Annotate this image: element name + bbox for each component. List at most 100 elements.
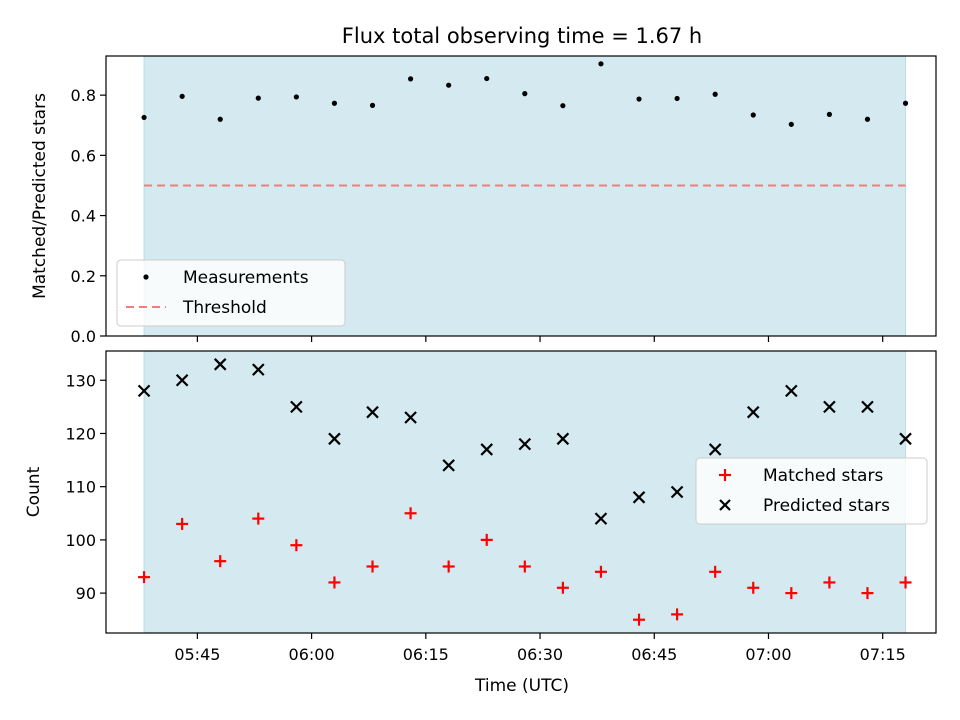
matched-star-point bbox=[290, 539, 303, 552]
bottom-axes-frame bbox=[105, 350, 937, 634]
top-y-tick-label: 0.0 bbox=[71, 327, 96, 346]
x-tick-label: 06:45 bbox=[631, 645, 677, 664]
matched-star-point bbox=[518, 560, 531, 573]
predicted-star-point bbox=[252, 363, 265, 376]
predicted-star-point bbox=[785, 384, 798, 398]
top-y-ticks: 0.0 0.2 0.4 0.6 0.8 bbox=[71, 86, 106, 346]
measurement-point bbox=[407, 76, 414, 82]
predicted-star-point bbox=[442, 459, 455, 472]
x-tick-label: 06:30 bbox=[517, 645, 563, 664]
top-panel: 0.00.20.40.60.8 Matched/Predicted stars … bbox=[30, 55, 937, 346]
measurement-point bbox=[293, 94, 299, 100]
measurement-point bbox=[826, 111, 832, 118]
legend-threshold-label: Threshold bbox=[182, 298, 267, 318]
measurement-point bbox=[331, 100, 338, 106]
matched-star-point bbox=[176, 517, 189, 530]
top-x-ticks bbox=[196, 336, 884, 342]
measurement-point bbox=[369, 102, 376, 108]
legend-matched-label: Matched stars bbox=[763, 466, 883, 486]
bottom-y-axis-label: Count bbox=[24, 466, 44, 517]
measurement-point bbox=[750, 112, 756, 118]
top-y-tick-label: 0.6 bbox=[71, 146, 96, 165]
top-y-tick-label: 0.4 bbox=[71, 207, 96, 226]
predicted-star-point bbox=[594, 512, 608, 525]
predicted-star-point bbox=[290, 400, 303, 414]
x-axis-label: Time (UTC) bbox=[474, 676, 569, 696]
measurement-point bbox=[788, 121, 794, 127]
bottom-panel: 90 100 110 120 130 05:45 06:00 06:15 06:30 06:45… bbox=[24, 350, 937, 696]
measurement-point bbox=[179, 93, 185, 99]
top-y-tick-label: 0.8 bbox=[71, 86, 96, 105]
predicted-star-point bbox=[746, 405, 760, 419]
measurement-point bbox=[446, 82, 452, 88]
bottom-y-tick-label: 110 bbox=[65, 478, 96, 497]
measurement-point bbox=[141, 114, 147, 121]
measurement-point bbox=[674, 95, 680, 102]
predicted-star-point bbox=[632, 491, 646, 504]
bottom-y-tick-label: 120 bbox=[65, 424, 96, 443]
matched-star-point bbox=[823, 576, 836, 589]
matched-star-point bbox=[671, 608, 684, 621]
legend-measurements-label: Measurements bbox=[183, 268, 309, 288]
matched-star-point bbox=[252, 512, 265, 525]
predicted-star-point bbox=[366, 405, 379, 419]
measurement-point bbox=[902, 100, 909, 106]
bottom-y-ticks: 90 100 110 120 130 bbox=[65, 371, 106, 603]
predicted-star-point bbox=[861, 400, 874, 414]
matched-star-point bbox=[556, 581, 569, 594]
legend-predicted-label: Predicted stars bbox=[763, 496, 890, 516]
measurement-point bbox=[712, 91, 718, 97]
predicted-star-point bbox=[175, 373, 189, 387]
measurement-point bbox=[522, 91, 528, 97]
predicted-star-point bbox=[556, 432, 570, 446]
matched-star-point bbox=[366, 560, 379, 573]
bottom-y-tick-label: 100 bbox=[65, 531, 96, 550]
predicted-stars-points bbox=[137, 358, 912, 525]
matched-star-point bbox=[785, 587, 798, 600]
x-tick-label: 06:00 bbox=[289, 645, 335, 664]
matched-star-point bbox=[442, 560, 455, 573]
predicted-star-point bbox=[823, 400, 836, 414]
matched-star-point bbox=[404, 507, 417, 520]
predicted-star-point bbox=[213, 358, 227, 371]
measurement-point bbox=[598, 61, 604, 67]
predicted-star-point bbox=[137, 384, 151, 398]
legend-predicted-marker bbox=[719, 499, 731, 511]
bottom-y-tick-label: 90 bbox=[76, 584, 96, 603]
measurement-point bbox=[255, 95, 261, 101]
measurement-point bbox=[217, 116, 223, 122]
matched-star-point bbox=[861, 587, 874, 600]
matched-stars-points bbox=[138, 507, 912, 626]
top-y-axis-label: Matched/Predicted stars bbox=[30, 93, 50, 299]
matched-star-point bbox=[633, 613, 646, 626]
measurement-point bbox=[864, 116, 871, 122]
x-tick-label: 05:45 bbox=[174, 645, 220, 664]
top-axes-frame bbox=[105, 55, 937, 337]
predicted-star-point bbox=[899, 432, 912, 446]
predicted-star-point bbox=[670, 485, 684, 499]
matched-star-point bbox=[899, 576, 912, 589]
matched-star-point bbox=[709, 565, 722, 578]
measurement-point bbox=[484, 75, 490, 82]
matched-star-point bbox=[328, 576, 341, 589]
predicted-star-point bbox=[518, 437, 532, 451]
x-tick-label: 06:15 bbox=[403, 645, 449, 664]
matched-star-point bbox=[594, 565, 607, 578]
predicted-star-point bbox=[708, 443, 722, 456]
matched-star-point bbox=[138, 571, 151, 584]
predicted-star-point bbox=[328, 432, 341, 446]
matched-star-point bbox=[214, 555, 227, 568]
legend-measurement-marker bbox=[143, 274, 149, 280]
matched-star-point bbox=[480, 533, 493, 546]
top-y-tick-label: 0.2 bbox=[71, 267, 96, 286]
top-legend: Measurements Threshold bbox=[116, 259, 346, 327]
top-legend-box bbox=[116, 259, 346, 327]
bottom-legend: Matched stars Predicted stars bbox=[695, 457, 928, 525]
bottom-x-ticks: 05:45 06:00 06:15 06:30 06:45 07:00 07:15 bbox=[174, 633, 906, 664]
bottom-legend-box bbox=[695, 457, 928, 525]
x-tick-label: 07:00 bbox=[745, 645, 791, 664]
measurement-points bbox=[141, 61, 909, 127]
bottom-y-tick-label: 130 bbox=[65, 371, 96, 390]
matched-star-point bbox=[747, 581, 760, 594]
